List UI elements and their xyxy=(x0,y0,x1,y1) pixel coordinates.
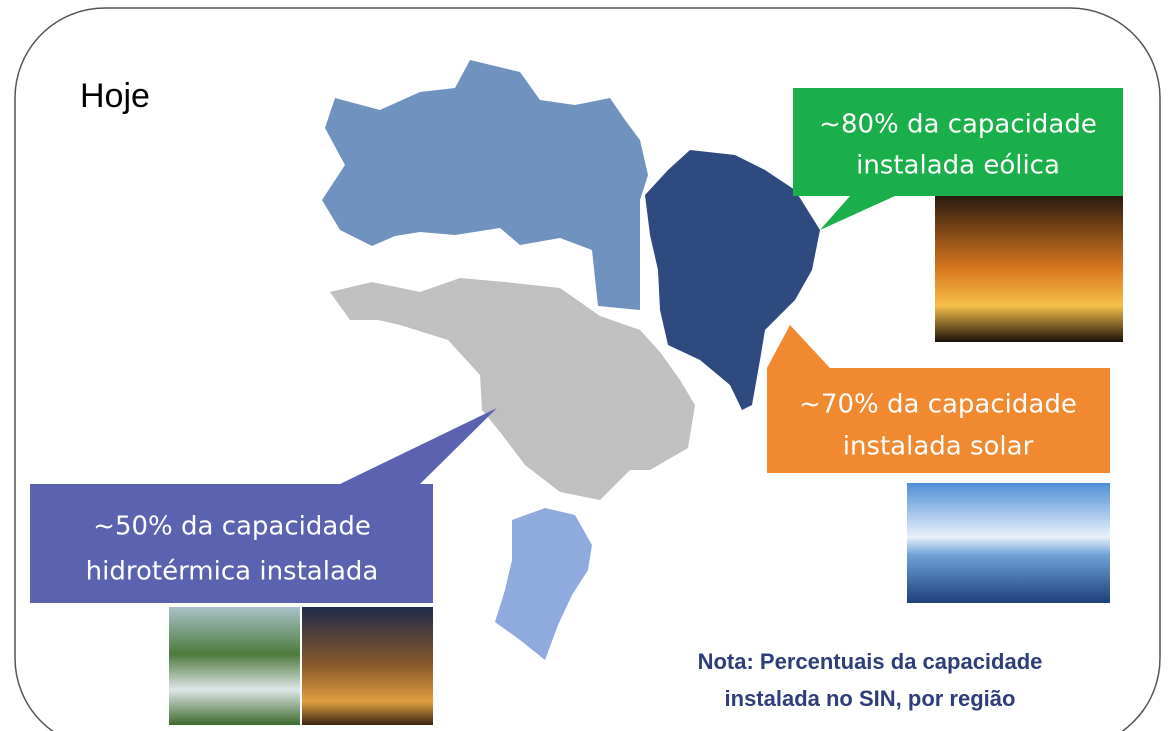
callout-wind: ~80% da capacidade instalada eólica xyxy=(793,88,1123,230)
dam-photo xyxy=(169,607,300,725)
callout-text: hidrotérmica instalada xyxy=(86,557,379,587)
region-north xyxy=(322,60,648,310)
callout-text: ~80% da capacidade xyxy=(819,110,1097,140)
callout-text: instalada solar xyxy=(843,432,1034,462)
solar-photo xyxy=(907,483,1110,603)
region-south xyxy=(495,508,592,660)
note: instalada no SIN, por região xyxy=(725,686,1016,711)
map xyxy=(322,60,820,660)
callout-hydro: ~50% da capacidade hidrotérmica instalad… xyxy=(30,408,497,603)
callout-text: ~50% da capacidade xyxy=(93,512,371,542)
wind-photo xyxy=(935,196,1123,342)
region-northeast xyxy=(645,150,820,410)
region-center-west xyxy=(330,278,695,500)
note: Nota: Percentuais da capacidade xyxy=(698,649,1043,674)
callout-solar: ~70% da capacidade instalada solar xyxy=(767,325,1110,473)
callout-text: ~70% da capacidade xyxy=(799,390,1077,420)
refinery-photo xyxy=(302,607,433,725)
callout-text: instalada eólica xyxy=(856,151,1060,181)
frame xyxy=(14,7,1161,731)
title: Hoje xyxy=(80,77,150,115)
